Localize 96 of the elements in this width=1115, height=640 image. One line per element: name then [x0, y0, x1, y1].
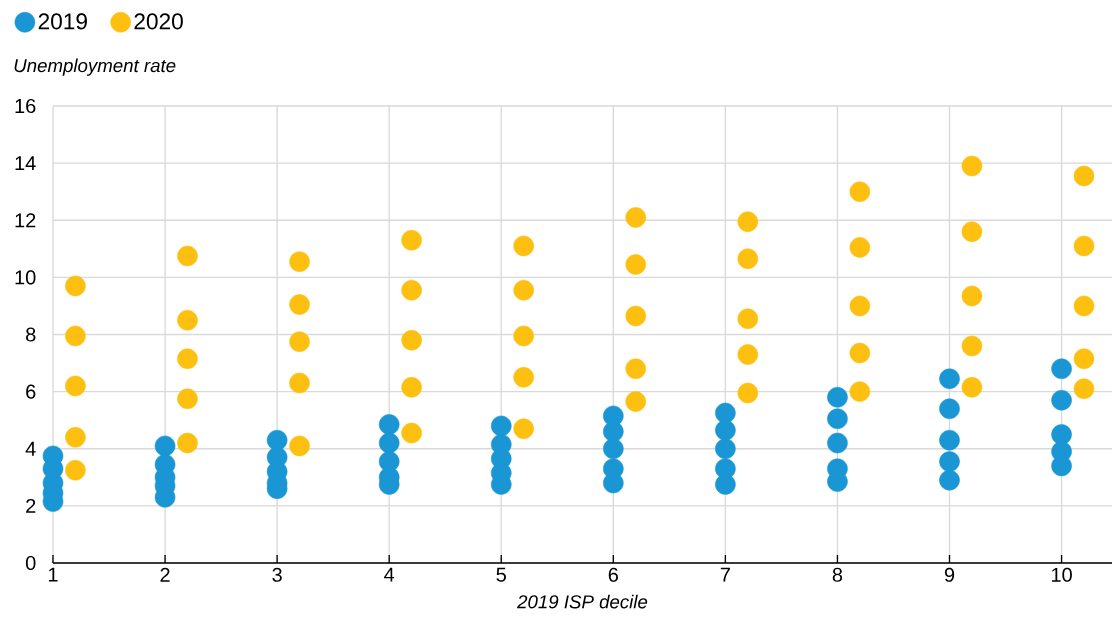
- point: [401, 229, 422, 251]
- point: [827, 387, 848, 408]
- point: [378, 414, 400, 435]
- point: [401, 329, 422, 351]
- point: [513, 325, 534, 347]
- x-tick-label: 10: [1051, 567, 1072, 582]
- point: [849, 237, 871, 258]
- point: [1051, 455, 1072, 477]
- point: [737, 248, 759, 270]
- point: [65, 275, 86, 297]
- point: [1073, 295, 1095, 317]
- point: [513, 235, 534, 257]
- point: [737, 344, 759, 365]
- point: [401, 377, 422, 398]
- point: [939, 368, 960, 390]
- point: [490, 415, 512, 437]
- y-tick-label: 0: [25, 555, 36, 571]
- point: [154, 435, 176, 457]
- point: [715, 419, 736, 441]
- point: [715, 402, 736, 424]
- point: [625, 207, 646, 228]
- point: [737, 382, 759, 404]
- point: [401, 422, 422, 444]
- point: [289, 372, 310, 394]
- x-tick-label: 2: [160, 567, 170, 582]
- x-tick-label: 6: [608, 567, 618, 582]
- point: [715, 438, 736, 460]
- point: [65, 325, 86, 347]
- point: [513, 367, 534, 388]
- point: [1073, 378, 1095, 400]
- point: [625, 391, 646, 412]
- point: [625, 254, 646, 275]
- point: [1073, 235, 1095, 257]
- point: [289, 294, 310, 315]
- point: [715, 474, 736, 495]
- point: [737, 211, 759, 232]
- x-tick-label: 4: [384, 567, 395, 582]
- y-tick-label: 8: [26, 327, 36, 342]
- point: [401, 279, 422, 301]
- point: [849, 295, 871, 317]
- point: [65, 459, 86, 481]
- point: [603, 472, 624, 494]
- point: [1051, 424, 1072, 445]
- point: [378, 432, 400, 454]
- point: [266, 429, 288, 451]
- point: [603, 438, 624, 460]
- point: [939, 469, 960, 491]
- point: [177, 245, 198, 267]
- x-tick-label: 8: [832, 567, 843, 582]
- x-tick-label: 7: [720, 567, 730, 582]
- y-tick-label: 6: [26, 384, 36, 399]
- point: [177, 309, 198, 331]
- point: [961, 155, 983, 177]
- y-tick-label: 10: [15, 270, 36, 285]
- point: [65, 375, 86, 397]
- point: [849, 342, 871, 364]
- x-tick-label: 9: [944, 567, 955, 582]
- point: [1073, 348, 1095, 370]
- x-tick-label: 3: [272, 567, 282, 582]
- point: [513, 279, 534, 301]
- point: [625, 305, 646, 327]
- point: [289, 435, 310, 457]
- point: [827, 408, 848, 430]
- x-tick-label: 5: [496, 567, 506, 582]
- point: [849, 381, 871, 402]
- point: [961, 221, 983, 242]
- y-tick-label: 2: [26, 498, 36, 513]
- point: [737, 308, 759, 330]
- point: [827, 432, 848, 454]
- point: [1051, 389, 1072, 411]
- x-tick-label: 1: [48, 567, 58, 582]
- point: [939, 451, 960, 472]
- point: [289, 251, 310, 272]
- point: [939, 398, 960, 420]
- point: [1073, 165, 1095, 187]
- point: [961, 285, 983, 307]
- point: [849, 181, 871, 202]
- y-tick-label: 4: [25, 441, 36, 456]
- y-tick-label: 12: [15, 213, 36, 228]
- point: [289, 331, 310, 352]
- point: [961, 377, 983, 398]
- y-tick-label: 14: [15, 156, 36, 170]
- legend-label: 2019: [38, 13, 87, 30]
- point: [625, 358, 646, 380]
- point: [177, 348, 198, 370]
- point: [961, 335, 983, 357]
- y-axis-title: Unemployment rate: [14, 58, 176, 76]
- point: [177, 388, 198, 410]
- point: [65, 427, 86, 448]
- point: [513, 418, 534, 440]
- legend-label: 2020: [134, 13, 183, 30]
- y-tick-label: 16: [15, 98, 36, 114]
- point: [939, 429, 960, 451]
- point: [1051, 358, 1072, 380]
- point: [177, 432, 198, 454]
- x-axis-title: 2019 ISP decile: [517, 594, 648, 609]
